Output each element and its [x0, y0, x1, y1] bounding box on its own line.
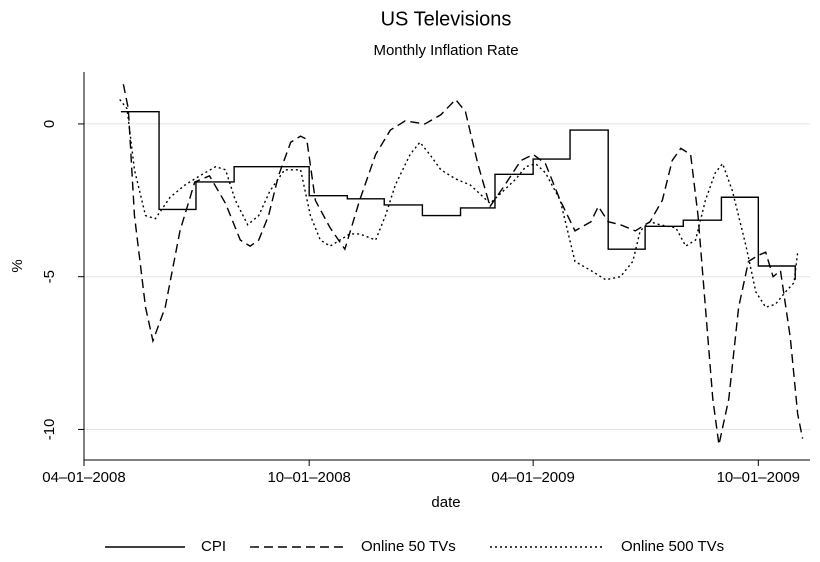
y-axis-label: %: [9, 259, 26, 272]
x-axis-label: date: [431, 494, 460, 511]
legend-label: CPI: [201, 538, 226, 555]
x-tick-label: 10–01–2009: [717, 469, 800, 486]
y-tick-label: -10: [41, 419, 58, 441]
x-tick-label: 04–01–2008: [42, 469, 125, 486]
y-tick-label: -5: [41, 270, 58, 283]
y-tick-label: 0: [41, 120, 58, 128]
legend-label: Online 50 TVs: [361, 538, 456, 555]
x-tick-label: 04–01–2009: [491, 469, 574, 486]
legend-label: Online 500 TVs: [621, 538, 724, 555]
chart-title: US Televisions: [381, 8, 512, 30]
series-line: [120, 111, 796, 280]
chart-subtitle: Monthly Inflation Rate: [373, 42, 518, 59]
x-tick-label: 10–01–2008: [267, 469, 350, 486]
series-line: [122, 84, 804, 445]
series-line: [119, 99, 799, 309]
